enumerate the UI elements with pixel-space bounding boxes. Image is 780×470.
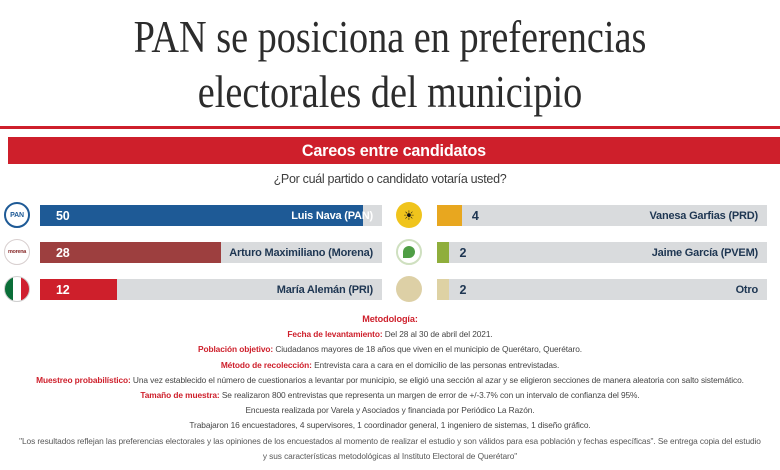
methodology-disclaimer: "Los resultados reflejan las preferencia… xyxy=(19,435,761,461)
result-bar-track: 4 Vanesa Garfias (PRD) xyxy=(437,205,767,226)
methodology-label: Tamaño de muestra: xyxy=(140,390,220,401)
methodology-line: Población objetivo: Ciudadanos mayores d… xyxy=(16,342,765,357)
candidate-label: Jaime García (PVEM) xyxy=(651,246,758,259)
result-value: 2 xyxy=(459,245,467,260)
candidate-label: Luis Nava (PAN) xyxy=(291,209,373,222)
divider-rule xyxy=(0,126,780,129)
result-bar-fill xyxy=(437,205,462,226)
candidate-row: morena 28 Arturo Maximiliano (Morena) xyxy=(0,239,390,265)
methodology-line: Tamaño de muestra: Se realizaron 800 ent… xyxy=(16,388,765,403)
candidate-row: 2 Jaime García (PVEM) xyxy=(390,239,780,265)
result-bar-track: 12 María Alemán (PRI) xyxy=(40,279,382,300)
candidate-label: María Alemán (PRI) xyxy=(276,283,373,296)
methodology-text: Una vez establecido el número de cuestio… xyxy=(130,374,744,385)
results-chart: PAN 50 Luis Nava (PAN) morena 28 Arturo … xyxy=(0,202,780,305)
result-bar-track: 2 Otro xyxy=(437,279,767,300)
methodology-heading: Metodología: xyxy=(362,314,418,325)
morena-icon-label: morena xyxy=(7,249,27,255)
result-value: 12 xyxy=(56,282,70,297)
methodology-label: Método de recolección: xyxy=(220,359,312,370)
page-title-line2: electorales del municipio xyxy=(197,66,583,117)
chart-column-left: PAN 50 Luis Nava (PAN) morena 28 Arturo … xyxy=(0,202,390,305)
result-bar-fill xyxy=(40,205,363,226)
candidate-row: 12 María Alemán (PRI) xyxy=(0,276,390,302)
prd-party-icon: ☀ xyxy=(396,202,422,228)
candidate-label: Otro xyxy=(735,283,759,296)
section-banner-label: Careos entre candidatos xyxy=(301,140,487,160)
result-bar-fill xyxy=(40,279,118,300)
chart-column-right: ☀ 4 Vanesa Garfias (PRD) 2 Jaime García … xyxy=(390,202,780,305)
methodology-text: Se realizaron 800 entrevistas que repres… xyxy=(219,390,640,401)
result-bar-track: 50 Luis Nava (PAN) xyxy=(40,205,382,226)
survey-question: ¿Por cuál partido o candidato votaría us… xyxy=(273,172,507,186)
result-value: 28 xyxy=(56,245,70,260)
candidate-row: ☀ 4 Vanesa Garfias (PRD) xyxy=(390,202,780,228)
pvem-party-icon xyxy=(396,239,422,265)
pan-icon-label: PAN xyxy=(10,211,24,219)
result-value: 50 xyxy=(56,208,70,223)
page-title: PAN se posiciona en preferencias elector… xyxy=(59,10,722,120)
candidate-label: Vanesa Garfias (PRD) xyxy=(649,209,759,222)
result-bar-fill xyxy=(437,242,450,263)
methodology-text: Encuesta realizada por Varela y Asociado… xyxy=(245,405,535,416)
methodology-text: Trabajaron 16 encuestadores, 4 superviso… xyxy=(189,420,591,431)
morena-party-icon: morena xyxy=(4,239,30,265)
otro-party-icon xyxy=(396,276,422,302)
methodology-line: Encuesta realizada por Varela y Asociado… xyxy=(16,403,765,418)
result-value: 2 xyxy=(459,282,467,297)
pri-party-icon xyxy=(4,276,30,302)
result-bar-fill xyxy=(437,279,450,300)
methodology-text: Entrevista cara a cara en el domicilio d… xyxy=(311,359,560,370)
methodology-line: Muestreo probabilístico: Una vez estable… xyxy=(16,373,765,388)
methodology-text: Del 28 al 30 de abril del 2021. xyxy=(382,329,493,340)
result-bar-track: 28 Arturo Maximiliano (Morena) xyxy=(40,242,382,263)
methodology-line: Trabajaron 16 encuestadores, 4 superviso… xyxy=(16,418,765,433)
methodology-line: Fecha de levantamiento: Del 28 al 30 de … xyxy=(16,327,765,342)
candidate-row: PAN 50 Luis Nava (PAN) xyxy=(0,202,390,228)
methodology-line: Método de recolección: Entrevista cara a… xyxy=(16,358,765,373)
page-title-line1: PAN se posiciona en preferencias xyxy=(133,12,647,62)
pvem-leaf-glyph xyxy=(403,246,415,258)
result-bar-fill xyxy=(40,242,221,263)
section-banner: Careos entre candidatos xyxy=(8,137,780,164)
candidate-row: 2 Otro xyxy=(390,276,780,302)
methodology-label: Fecha de levantamiento: xyxy=(287,329,383,340)
pan-party-icon: PAN xyxy=(4,202,30,228)
result-value: 4 xyxy=(471,208,479,223)
prd-sun-glyph: ☀ xyxy=(403,207,415,223)
candidate-label: Arturo Maximiliano (Morena) xyxy=(229,246,373,259)
methodology-label: Muestreo probabilístico: xyxy=(36,374,131,385)
methodology-label: Población objetivo: xyxy=(198,344,274,355)
result-bar-track: 2 Jaime García (PVEM) xyxy=(437,242,767,263)
methodology-text: Ciudadanos mayores de 18 años que viven … xyxy=(273,344,582,355)
methodology-section: Metodología: Fecha de levantamiento: Del… xyxy=(16,312,765,464)
